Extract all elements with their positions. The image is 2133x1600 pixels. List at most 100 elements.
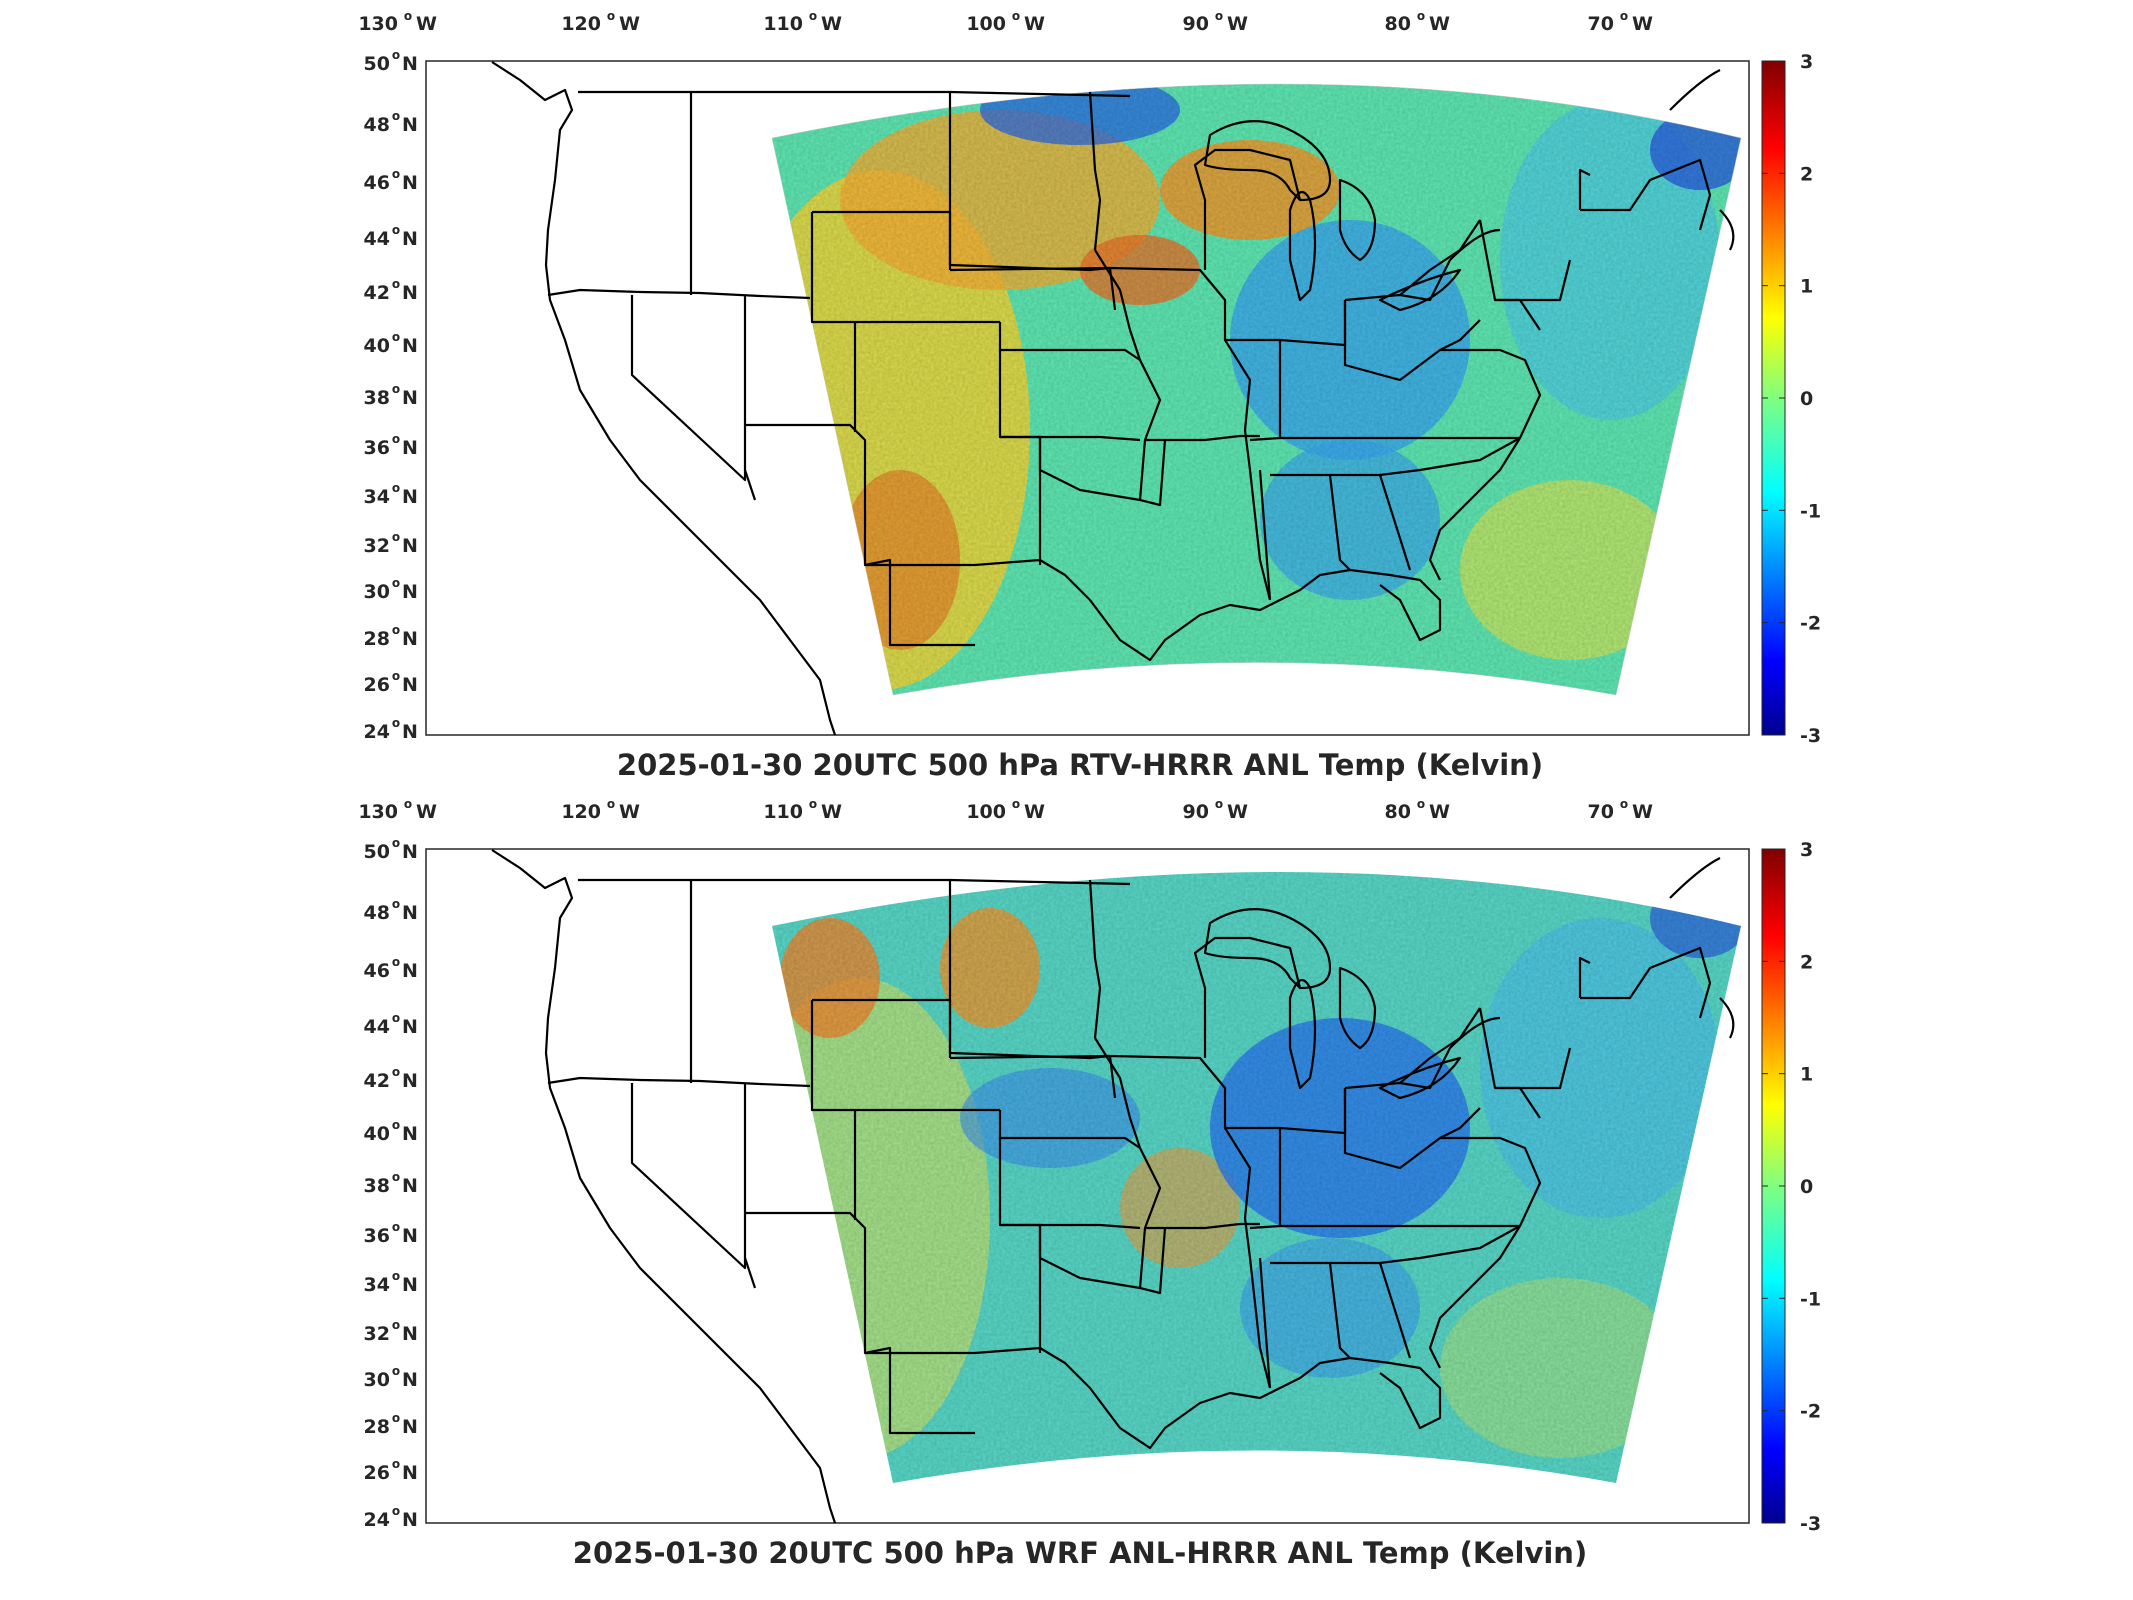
lon-label: 90	[1183, 13, 1209, 35]
degree-symbol: o	[1620, 797, 1628, 811]
degree-symbol: o	[392, 223, 400, 237]
lat-suffix: N	[402, 1016, 418, 1038]
lat-suffix: N	[402, 437, 418, 459]
lat-suffix: N	[402, 960, 418, 982]
colorbar-tick-label: -1	[1800, 500, 1821, 522]
colorbar-tick-label: -1	[1800, 1288, 1821, 1310]
lat-suffix: N	[402, 53, 418, 75]
degree-symbol: o	[392, 382, 400, 396]
colorbar-tick-label: -2	[1800, 613, 1821, 635]
degree-symbol: o	[392, 481, 400, 495]
lon-label: 110	[763, 801, 803, 823]
degree-symbol: o	[392, 530, 400, 544]
panel-title: 2025-01-30 20UTC 500 hPa WRF ANL-HRRR AN…	[573, 1536, 1587, 1570]
lat-suffix: N	[402, 1225, 418, 1247]
lat-suffix: N	[402, 1274, 418, 1296]
lon-label: 110	[763, 13, 803, 35]
lat-suffix: N	[402, 1175, 418, 1197]
latitude-labels: 50 o N48 o N46 o N44 o N42 o N40 o N38 o N36 o N34 o N32 o N…	[364, 836, 418, 1531]
degree-symbol: o	[392, 955, 400, 969]
degree-symbol: o	[392, 716, 400, 730]
temperature-difference-field	[772, 872, 1741, 1483]
lon-suffix: W	[1429, 801, 1450, 823]
lon-suffix: W	[416, 13, 437, 35]
lat-label: 46	[364, 172, 390, 194]
degree-symbol: o	[392, 277, 400, 291]
degree-symbol: o	[1417, 797, 1425, 811]
degree-symbol: o	[809, 9, 817, 23]
lat-suffix: N	[402, 674, 418, 696]
lat-label: 42	[364, 282, 390, 304]
lat-suffix: N	[402, 387, 418, 409]
colorbar-tick-label: -3	[1800, 1513, 1821, 1535]
lat-label: 50	[364, 841, 390, 863]
latitude-labels: 50 o N48 o N46 o N44 o N42 o N40 o N38 o N36 o N34 o N32 o N…	[364, 48, 418, 743]
lat-label: 50	[364, 53, 390, 75]
degree-symbol: o	[392, 836, 400, 850]
lat-label: 46	[364, 960, 390, 982]
lon-suffix: W	[619, 801, 640, 823]
lat-suffix: N	[402, 535, 418, 557]
colorbar-tick-label: 1	[1800, 1064, 1813, 1086]
lat-label: 24	[364, 1509, 390, 1531]
degree-symbol: o	[404, 9, 412, 23]
lat-label: 28	[364, 1416, 390, 1438]
state-borders	[491, 61, 1735, 736]
degree-symbol: o	[392, 48, 400, 62]
degree-symbol: o	[392, 330, 400, 344]
lon-suffix: W	[821, 13, 842, 35]
lat-suffix: N	[402, 1509, 418, 1531]
lat-label: 28	[364, 628, 390, 650]
lat-suffix: N	[402, 172, 418, 194]
degree-symbol: o	[392, 167, 400, 181]
lon-label: 120	[561, 801, 601, 823]
lat-suffix: N	[402, 721, 418, 743]
lat-suffix: N	[402, 628, 418, 650]
lat-suffix: N	[402, 282, 418, 304]
colorbar: 3 2 1 0 -1 -2 -3	[1761, 839, 1821, 1535]
lat-label: 40	[364, 1123, 390, 1145]
lat-suffix: N	[402, 1123, 418, 1145]
lon-label: 100	[966, 801, 1006, 823]
colorbar-tick-label: 3	[1800, 839, 1813, 861]
lon-suffix: W	[1024, 13, 1045, 35]
lat-label: 44	[364, 1016, 390, 1038]
lon-suffix: W	[619, 13, 640, 35]
lat-label: 32	[364, 535, 390, 557]
degree-symbol: o	[392, 109, 400, 123]
panel-title: 2025-01-30 20UTC 500 hPa RTV-HRRR ANL Te…	[617, 748, 1543, 782]
degree-symbol: o	[1012, 797, 1020, 811]
degree-symbol: o	[1215, 797, 1223, 811]
degree-symbol: o	[1620, 9, 1628, 23]
colorbar-tick-label: -3	[1800, 725, 1821, 747]
degree-symbol: o	[392, 1364, 400, 1378]
lat-label: 34	[364, 1274, 390, 1296]
degree-symbol: o	[1417, 9, 1425, 23]
degree-symbol: o	[1215, 9, 1223, 23]
lon-label: 130	[358, 13, 398, 35]
state-borders	[491, 849, 1735, 1524]
lat-label: 26	[364, 674, 390, 696]
degree-symbol: o	[392, 1269, 400, 1283]
degree-symbol: o	[392, 623, 400, 637]
lon-label: 100	[966, 13, 1006, 35]
lat-suffix: N	[402, 1070, 418, 1092]
lat-label: 40	[364, 335, 390, 357]
colorbar: 3 2 1 0 -1 -2 -3	[1761, 51, 1821, 747]
lat-suffix: N	[402, 486, 418, 508]
colorbar-tick-label: 2	[1800, 951, 1813, 973]
degree-symbol: o	[392, 1411, 400, 1425]
lat-suffix: N	[402, 335, 418, 357]
degree-symbol: o	[392, 1220, 400, 1234]
colorbar-tick-label: 3	[1800, 51, 1813, 73]
lat-suffix: N	[402, 1416, 418, 1438]
lat-suffix: N	[402, 1369, 418, 1391]
lat-label: 30	[364, 581, 390, 603]
lon-suffix: W	[821, 801, 842, 823]
lat-suffix: N	[402, 114, 418, 136]
degree-symbol: o	[392, 669, 400, 683]
degree-symbol: o	[392, 1318, 400, 1332]
lon-label: 70	[1588, 13, 1614, 35]
